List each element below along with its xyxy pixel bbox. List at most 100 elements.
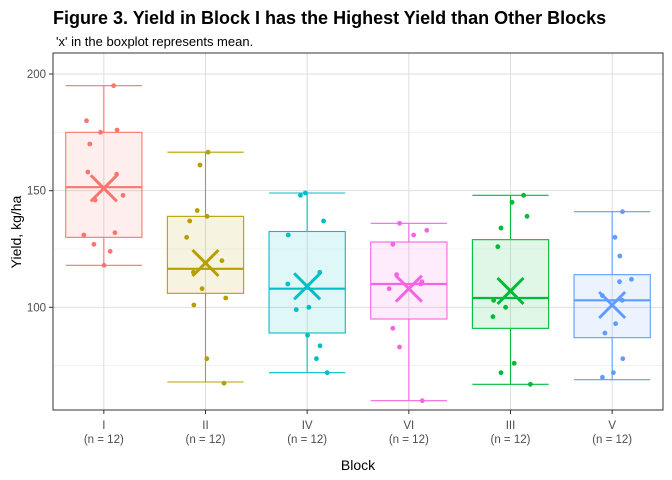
mean-marker-stroke bbox=[496, 276, 525, 306]
box-group-iv bbox=[268, 190, 346, 376]
data-point bbox=[386, 286, 392, 292]
data-point bbox=[321, 218, 326, 224]
data-point bbox=[617, 253, 623, 259]
y-tick-label: 200 bbox=[27, 69, 46, 81]
y-tick-label: 150 bbox=[27, 186, 46, 198]
data-point bbox=[498, 370, 504, 376]
x-tick-label: IV bbox=[302, 420, 313, 432]
data-point bbox=[305, 332, 310, 338]
iqr-box bbox=[370, 241, 448, 320]
data-point bbox=[91, 241, 97, 247]
box-group-ii bbox=[166, 149, 245, 386]
data-point bbox=[521, 192, 527, 198]
box-group-iii bbox=[471, 192, 550, 387]
x-tick-count-label: (n = 12) bbox=[491, 434, 531, 446]
data-point bbox=[390, 241, 396, 247]
data-point bbox=[112, 230, 118, 236]
x-tick-count-label: (n = 12) bbox=[287, 434, 327, 446]
iqr-box bbox=[166, 215, 245, 294]
data-point bbox=[187, 218, 193, 224]
data-point bbox=[84, 118, 89, 124]
data-point bbox=[285, 232, 291, 238]
data-point bbox=[87, 141, 93, 147]
data-point bbox=[491, 297, 497, 303]
data-point bbox=[612, 234, 618, 240]
x-tick-count-label: (n = 12) bbox=[84, 434, 124, 446]
data-point bbox=[317, 343, 323, 349]
iqr-box bbox=[268, 230, 346, 334]
data-point bbox=[418, 281, 424, 287]
x-tick-label: II bbox=[202, 420, 208, 432]
data-point bbox=[194, 208, 200, 213]
x-axis-title: Block bbox=[341, 457, 376, 473]
plot-panel bbox=[52, 52, 664, 411]
x-tick-label: I bbox=[102, 420, 105, 432]
data-point bbox=[298, 192, 303, 198]
data-point bbox=[620, 209, 625, 215]
y-axis-title: Yield, kg/ha bbox=[8, 195, 24, 268]
chart-subtitle: 'x' in the boxplot represents mean. bbox=[56, 34, 253, 49]
data-point bbox=[495, 244, 501, 250]
mean-marker-stroke bbox=[598, 290, 627, 320]
data-point bbox=[610, 370, 616, 376]
data-point bbox=[509, 199, 515, 205]
data-point bbox=[629, 276, 634, 282]
data-point bbox=[184, 234, 190, 240]
data-point bbox=[285, 281, 291, 287]
mean-marker-stroke bbox=[191, 248, 220, 278]
data-point bbox=[397, 220, 402, 226]
data-point bbox=[306, 304, 312, 310]
data-point bbox=[503, 304, 508, 310]
data-point bbox=[101, 262, 107, 268]
x-tick-label: III bbox=[506, 420, 516, 432]
data-point bbox=[390, 325, 396, 331]
data-point bbox=[199, 286, 205, 292]
mean-marker-stroke bbox=[293, 272, 322, 301]
data-point bbox=[511, 360, 517, 366]
data-point bbox=[114, 127, 120, 133]
iqr-box bbox=[573, 274, 651, 339]
data-point bbox=[602, 330, 608, 336]
data-point bbox=[204, 356, 210, 362]
mean-marker-stroke bbox=[394, 274, 423, 303]
data-point bbox=[205, 149, 211, 155]
data-point bbox=[98, 129, 103, 135]
data-point bbox=[419, 398, 425, 404]
data-point bbox=[613, 321, 619, 327]
data-point bbox=[490, 314, 496, 320]
data-point bbox=[314, 356, 319, 362]
data-point bbox=[324, 370, 330, 376]
data-point bbox=[302, 190, 308, 196]
data-point bbox=[411, 232, 417, 238]
iqr-box bbox=[471, 239, 550, 329]
data-point bbox=[527, 381, 533, 387]
data-point bbox=[223, 295, 229, 301]
data-point bbox=[111, 83, 116, 89]
plot-panel-border bbox=[52, 52, 664, 411]
data-point bbox=[620, 356, 626, 362]
data-point bbox=[397, 344, 402, 350]
mean-marker-stroke bbox=[89, 174, 118, 203]
data-point bbox=[81, 232, 87, 238]
y-axis: 100 150 200 bbox=[27, 69, 53, 314]
boxplot-groups bbox=[65, 83, 651, 404]
box-group-v bbox=[573, 209, 651, 381]
x-axis: I (n = 12) II (n = 12) IV (n = 12) VI (n = 12) I… bbox=[84, 410, 632, 446]
box-group-vi bbox=[370, 220, 448, 404]
data-point bbox=[498, 225, 504, 231]
chart-title: Figure 3. Yield in Block I has the Highe… bbox=[53, 8, 606, 28]
data-point bbox=[204, 213, 210, 219]
data-point bbox=[424, 227, 430, 233]
x-tick-count-label: (n = 12) bbox=[389, 434, 429, 446]
iqr-box bbox=[65, 131, 143, 238]
x-tick-label: VI bbox=[403, 420, 414, 432]
data-point bbox=[619, 297, 625, 303]
data-point bbox=[191, 302, 197, 308]
x-tick-count-label: (n = 12) bbox=[592, 434, 632, 446]
data-point bbox=[293, 307, 299, 313]
data-point bbox=[221, 380, 227, 386]
data-point bbox=[107, 248, 113, 254]
data-point bbox=[120, 192, 126, 198]
data-point bbox=[600, 374, 605, 380]
